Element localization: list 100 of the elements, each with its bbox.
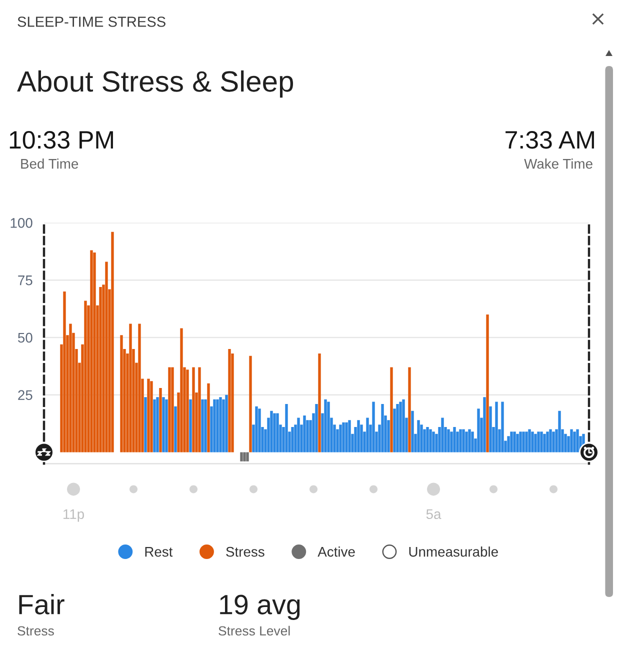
bar [357, 420, 360, 452]
bar [318, 354, 321, 452]
bar [243, 452, 246, 462]
bar [171, 367, 174, 452]
bar [546, 432, 549, 452]
bar [156, 397, 159, 452]
bar [327, 402, 330, 452]
text: Fair [19, 594, 64, 614]
bar [213, 399, 216, 452]
bar [255, 406, 258, 452]
bar [552, 432, 555, 452]
bar [111, 232, 114, 452]
bar [465, 432, 468, 452]
bar [471, 432, 474, 452]
text: 19 avg [220, 594, 300, 620]
bar [186, 370, 189, 452]
bar [303, 416, 306, 452]
x-tick-label: 5a [426, 509, 442, 520]
bar [291, 426, 294, 452]
bar [564, 434, 567, 452]
text: Bed Time [21, 158, 78, 169]
bar [483, 397, 486, 452]
bar [249, 356, 252, 452]
bar [576, 429, 579, 452]
bar [162, 397, 165, 452]
chart-subtitle: About Stress & Sleep [17, 70, 294, 98]
bar [558, 410, 561, 452]
bar [537, 432, 540, 452]
bar [138, 324, 141, 452]
bar [168, 367, 171, 452]
bar [519, 432, 522, 452]
bar [180, 328, 183, 452]
bar [129, 324, 132, 452]
bar [477, 408, 480, 452]
bar [192, 367, 195, 452]
bar [273, 413, 276, 452]
bar [525, 432, 528, 452]
bar [489, 406, 492, 452]
bar [495, 402, 498, 452]
bar [219, 397, 222, 452]
bar [99, 286, 102, 452]
bar [270, 410, 273, 452]
bar [390, 367, 393, 452]
bar [459, 429, 462, 452]
bar [240, 452, 243, 462]
bar [93, 252, 96, 452]
bar [411, 410, 414, 452]
bar [258, 408, 261, 452]
bar [528, 429, 531, 452]
chart-title: SLEEP-TIME STRESS [18, 16, 166, 27]
bar [225, 394, 228, 452]
bar [531, 432, 534, 452]
x-tick-label: 11p [63, 509, 84, 522]
bar [204, 399, 207, 452]
bar [228, 348, 231, 452]
bar [381, 404, 384, 452]
bar [417, 420, 420, 452]
legend-label: Stress [226, 546, 264, 557]
y-tick-label: 75 [18, 276, 32, 286]
bar [69, 324, 72, 452]
bar [408, 367, 411, 452]
y-tick-label: 50 [18, 332, 32, 343]
bar [246, 452, 249, 462]
bar [432, 432, 435, 452]
bar [285, 404, 288, 452]
text: Wake Time [524, 158, 592, 169]
bar [462, 429, 465, 452]
bar [342, 422, 345, 452]
bar [501, 402, 504, 452]
bar [189, 399, 192, 452]
bar [534, 434, 537, 452]
bar [147, 378, 150, 452]
bar [153, 399, 156, 452]
bar [165, 399, 168, 452]
bar [345, 422, 348, 452]
bar [513, 432, 516, 452]
bar [570, 429, 573, 452]
text: 10:33 PM [10, 131, 113, 149]
text: Stress Level [218, 626, 290, 636]
legend-label: Unmeasurable [409, 546, 498, 557]
bar [543, 434, 546, 452]
bar [549, 429, 552, 452]
bar [441, 418, 444, 452]
bar [486, 314, 489, 452]
bar [402, 399, 405, 452]
bar [222, 399, 225, 452]
bar [105, 262, 108, 452]
bar [198, 367, 201, 452]
bar [453, 426, 456, 452]
bar [516, 434, 519, 452]
bar [339, 424, 342, 452]
bar [399, 402, 402, 452]
bar [297, 418, 300, 452]
bar [447, 429, 450, 452]
bar [510, 432, 513, 452]
bar [216, 399, 219, 452]
bar [315, 404, 318, 452]
bar [90, 250, 93, 452]
bar [207, 383, 210, 452]
y-tick-label: 100 [10, 218, 32, 228]
